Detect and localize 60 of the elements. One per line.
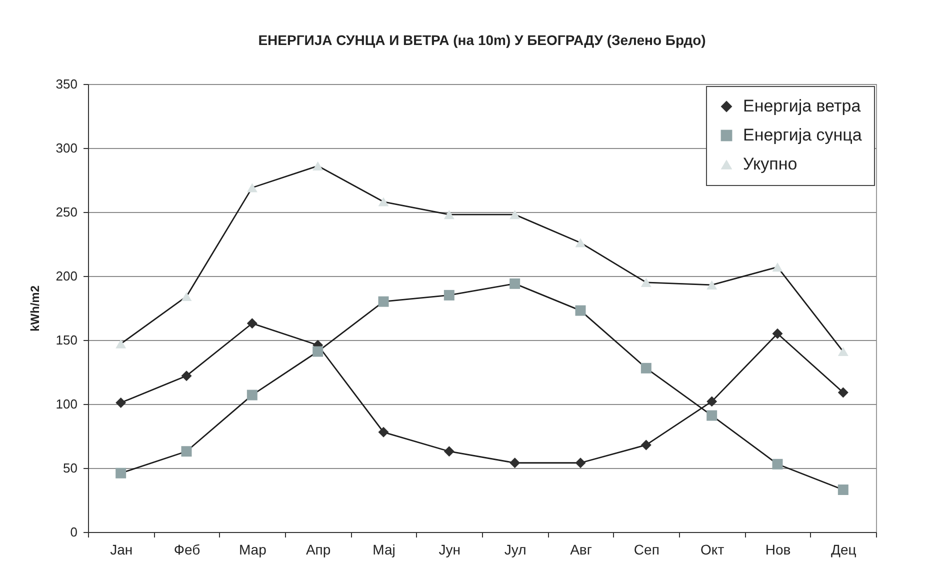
point bbox=[510, 278, 520, 289]
legend-label: Укупно bbox=[743, 154, 798, 174]
point bbox=[444, 210, 454, 220]
y-tick-label: 250 bbox=[56, 204, 78, 220]
point bbox=[772, 328, 783, 339]
point bbox=[640, 440, 652, 450]
x-tick-label: Феб bbox=[174, 542, 200, 558]
point bbox=[575, 238, 586, 248]
x-tick-label: Јан bbox=[110, 542, 133, 558]
point bbox=[116, 468, 126, 478]
legend-label: Енергија сунца bbox=[743, 126, 862, 144]
x-tick-label: Сеп bbox=[634, 542, 660, 558]
point bbox=[181, 292, 192, 302]
y-tick-label: 350 bbox=[56, 76, 78, 92]
point bbox=[640, 362, 652, 374]
x-tick-label: Апр bbox=[306, 542, 331, 558]
x-tick-label: Нов bbox=[765, 542, 791, 558]
point bbox=[510, 458, 520, 468]
y-tick-label: 300 bbox=[56, 140, 78, 156]
point bbox=[116, 397, 126, 408]
point bbox=[706, 396, 718, 407]
point bbox=[838, 484, 848, 496]
x-tick-label: Јул bbox=[504, 542, 526, 558]
point bbox=[510, 210, 520, 220]
y-tick-label: 0 bbox=[70, 524, 78, 540]
point bbox=[181, 446, 192, 457]
point bbox=[444, 446, 454, 457]
point bbox=[706, 280, 718, 290]
point bbox=[181, 370, 192, 382]
x-tick-label: Дец bbox=[831, 542, 856, 558]
y-tick-label: 100 bbox=[56, 396, 78, 412]
legend-label: Енергија ветра bbox=[743, 96, 862, 116]
point bbox=[246, 318, 258, 329]
point bbox=[838, 387, 848, 398]
point bbox=[575, 305, 586, 316]
point bbox=[378, 296, 389, 307]
y-tick-label: 200 bbox=[56, 268, 78, 284]
x-tick-label: Мар bbox=[238, 542, 267, 558]
point bbox=[116, 339, 126, 348]
point bbox=[772, 262, 783, 272]
point bbox=[575, 458, 586, 468]
point bbox=[246, 390, 258, 400]
point bbox=[640, 278, 652, 287]
point bbox=[378, 197, 389, 206]
x-tick-label: Авг bbox=[570, 542, 592, 558]
point bbox=[312, 346, 324, 357]
point bbox=[246, 183, 258, 192]
y-axis-title: kWh/m2 bbox=[28, 285, 42, 332]
point bbox=[378, 426, 389, 438]
point bbox=[444, 290, 454, 300]
point bbox=[772, 458, 783, 470]
point bbox=[312, 161, 324, 170]
y-tick-label: 150 bbox=[56, 332, 78, 348]
chart-title: ЕНЕРГИЈА СУНЦА И ВЕТРА (на 10m) У БЕОГРАДУ (Зелено Брдо) bbox=[258, 32, 706, 48]
y-tick-label: 50 bbox=[63, 460, 78, 476]
point bbox=[838, 346, 848, 356]
x-tick-label: Јун bbox=[438, 542, 461, 558]
point bbox=[706, 410, 718, 421]
x-tick-label: Окт bbox=[700, 542, 725, 558]
x-tick-label: Мај bbox=[372, 542, 396, 558]
